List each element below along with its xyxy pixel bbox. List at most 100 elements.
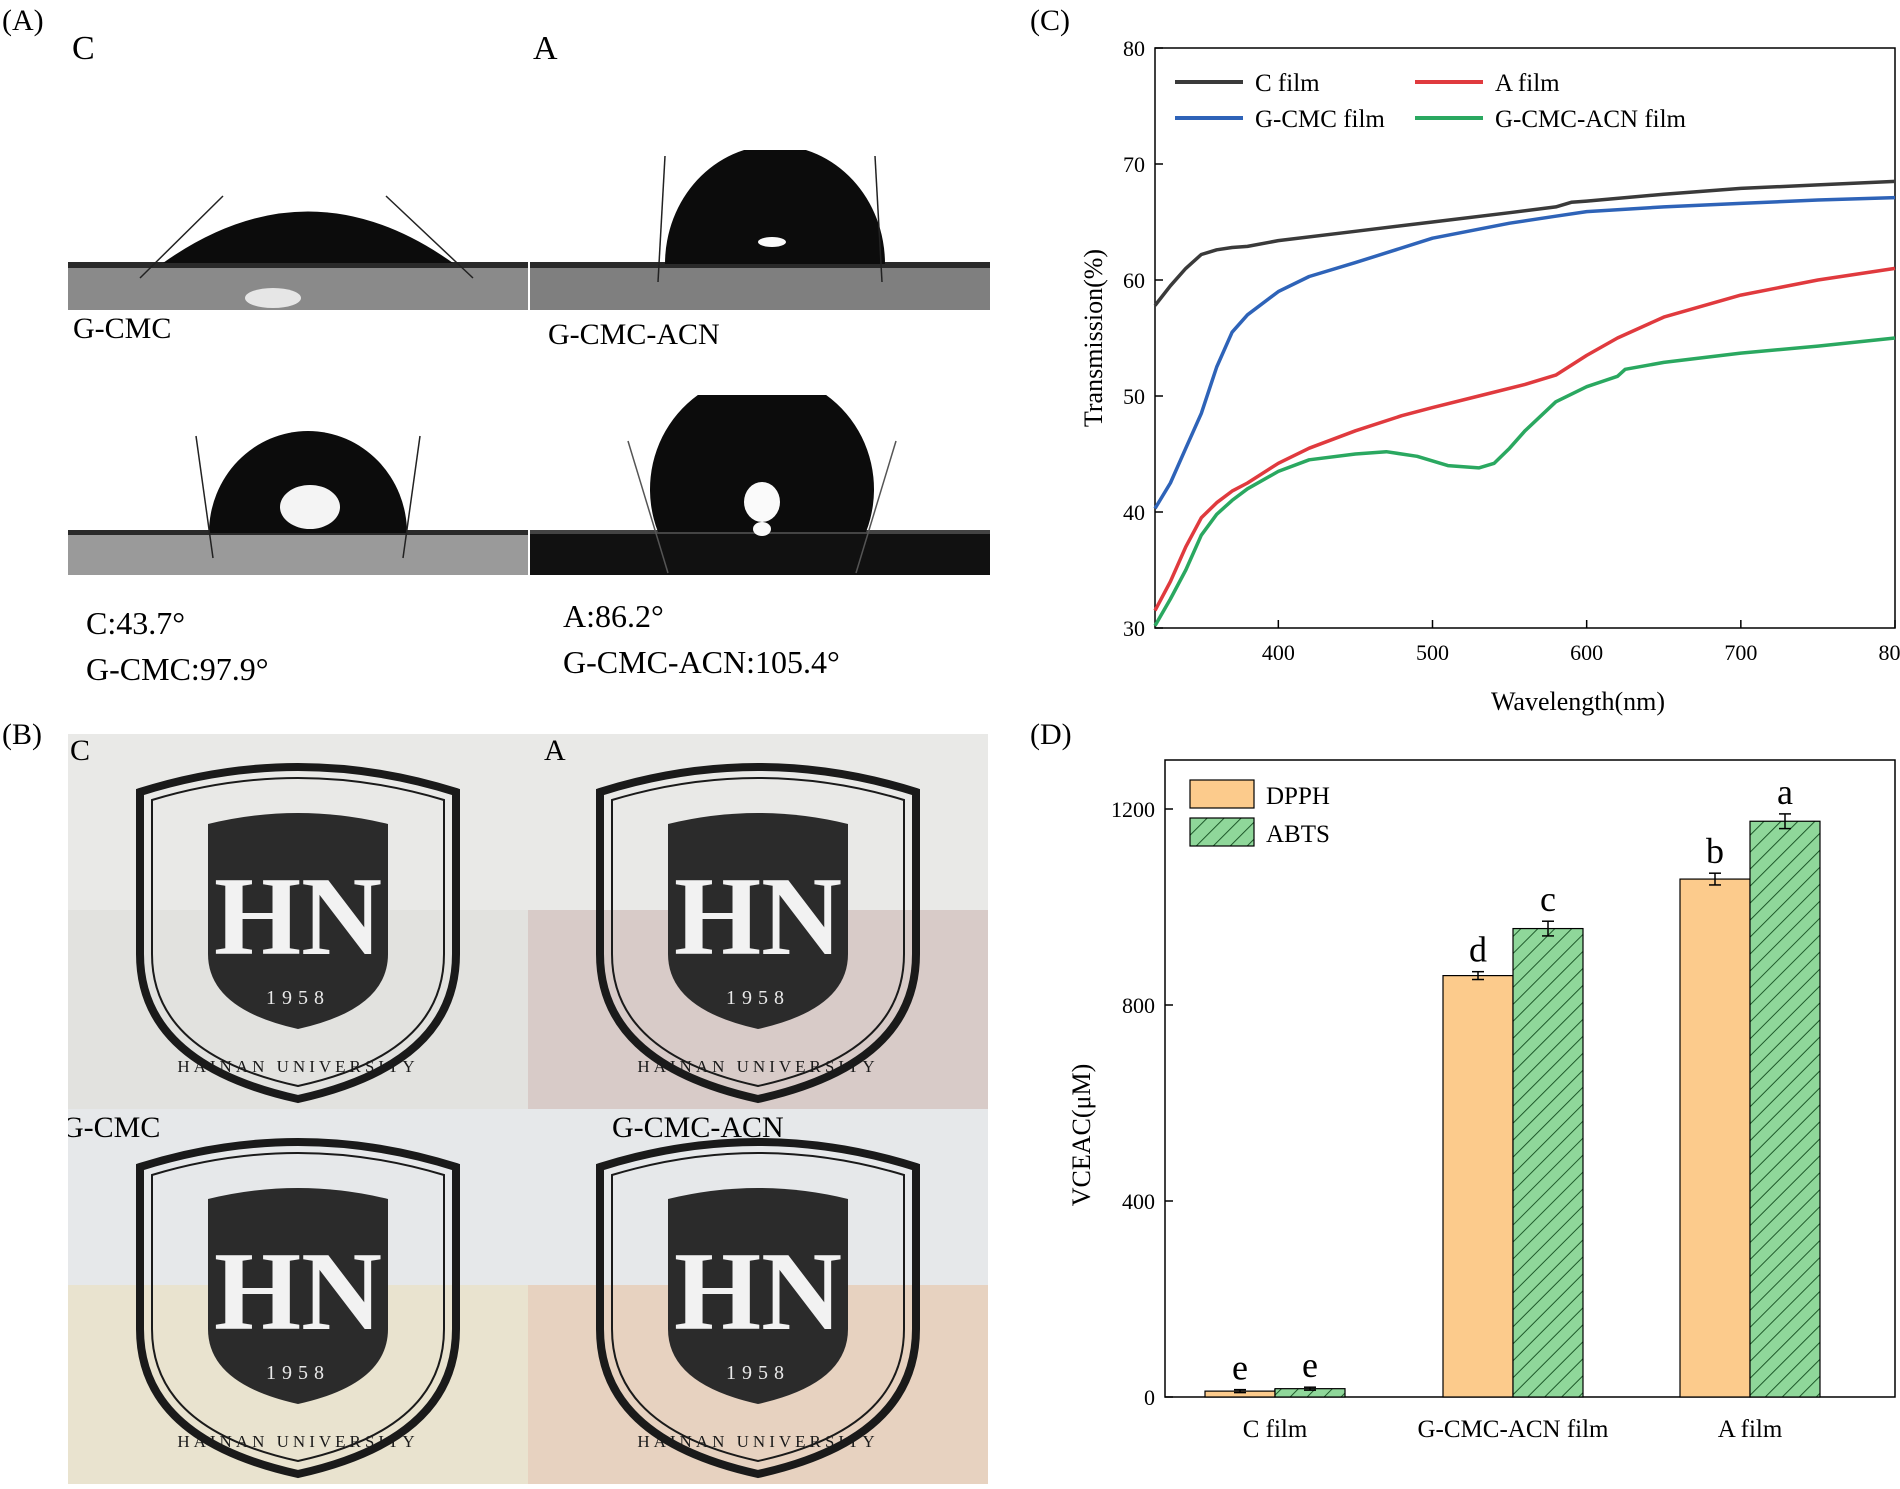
- university-logo: HN 1958 HAINAN UNIVERSITY: [596, 1138, 920, 1479]
- significance-letter: b: [1706, 831, 1724, 871]
- tangent-line: [139, 195, 224, 279]
- x-tick-label: 800: [1879, 640, 1900, 665]
- photo-label-g-cmc: G-CMC: [68, 1111, 161, 1144]
- droplet-photo-c: [68, 195, 528, 310]
- university-logo: HN 1958 HAINAN UNIVERSITY: [136, 1138, 460, 1479]
- legend-label: DPPH: [1266, 783, 1330, 810]
- caption-g-cmc: G-CMC: [73, 312, 172, 345]
- x-axis-label: Wavelength(nm): [1491, 687, 1665, 716]
- reflection: [753, 522, 771, 536]
- university-logo: HN 1958 HAINAN UNIVERSITY: [136, 763, 460, 1104]
- droplet-photo-a: [530, 150, 990, 310]
- legend-label: G-CMC film: [1255, 106, 1385, 133]
- logo-photo-c: HN 1958 HAINAN UNIVERSITY C: [68, 734, 528, 1109]
- substrate: [68, 262, 528, 310]
- substrate-edge: [530, 262, 990, 268]
- logo-initials: HN: [674, 855, 842, 979]
- logo-name: HAINAN UNIVERSITY: [637, 1057, 878, 1076]
- angle-values-left: C:43.7° G-CMC:97.9°: [86, 600, 269, 692]
- photo-letter-c: C: [72, 30, 95, 67]
- angle-g-cmc: G-CMC:97.9°: [86, 651, 269, 687]
- y-tick-label: 60: [1123, 268, 1145, 293]
- vceac-bar-chart: 0 400 800 1200 C film G-CMC-ACN film A film e e…: [1067, 759, 1896, 1443]
- tangent-line: [195, 435, 214, 559]
- y-tick-label: 40: [1123, 500, 1145, 525]
- logo-name: HAINAN UNIVERSITY: [177, 1432, 418, 1451]
- bar-abts: [1749, 820, 1821, 1398]
- y-tick-label: 50: [1123, 384, 1145, 409]
- reflection: [245, 288, 301, 308]
- significance-letter: d: [1469, 930, 1487, 970]
- shield-inner-line: [151, 777, 445, 1088]
- significance-letter: a: [1777, 772, 1793, 812]
- logo-photo-g-cmc: HN 1958 HAINAN UNIVERSITY G-CMC: [68, 1109, 528, 1484]
- shield-center: [208, 813, 388, 1029]
- panel-b-label: (B): [2, 718, 42, 751]
- droplet-photo-g-cmc: [68, 431, 528, 575]
- logo-photo-a: HN 1958 HAINAN UNIVERSITY A: [528, 734, 988, 1109]
- angle-g-cmc-acn: G-CMC-ACN:105.4°: [563, 644, 840, 680]
- logo-photo-g-cmc-acn: HN 1958 HAINAN UNIVERSITY G-CMC-ACN: [528, 1109, 988, 1484]
- y-axis-label: Transmission(%): [1079, 249, 1108, 427]
- droplet: [163, 211, 453, 263]
- shield-center: [668, 1188, 848, 1404]
- x-tick-label: A film: [1718, 1416, 1783, 1443]
- legend-label: ABTS: [1266, 821, 1330, 848]
- substrate: [530, 530, 990, 575]
- photo-label-g-cmc-acn: G-CMC-ACN: [612, 1111, 784, 1144]
- y-tick-label: 30: [1123, 616, 1145, 641]
- tangent-line: [627, 440, 669, 574]
- tangent-line: [855, 440, 897, 574]
- panel-b: HN 1958 HAINAN UNIVERSITY C HN 1958 HAIN…: [68, 734, 988, 1484]
- logo-initials: HN: [214, 855, 382, 979]
- logo-year: 1958: [266, 987, 330, 1009]
- legend-swatch: [1189, 817, 1255, 847]
- angle-values-right: A:86.2° G-CMC-ACN:105.4°: [563, 593, 840, 685]
- bar-abts: [1512, 927, 1584, 1398]
- y-tick-label: 1200: [1111, 797, 1155, 822]
- plot-frame: [1154, 47, 1896, 629]
- shield-outline: [136, 763, 460, 1104]
- series-line-g-cmc-acn-film: [1153, 336, 1896, 627]
- y-tick-label: 400: [1122, 1189, 1155, 1214]
- x-tick-label: 600: [1570, 640, 1603, 665]
- logo-initials: HN: [214, 1230, 382, 1354]
- legend-label: G-CMC-ACN film: [1495, 106, 1687, 133]
- tangent-line: [657, 155, 666, 283]
- y-axis-label: VCEAC(μM): [1067, 1064, 1096, 1207]
- reflection: [744, 482, 780, 522]
- photo-label-c: C: [70, 734, 91, 767]
- angle-a: A:86.2°: [563, 598, 664, 634]
- bar-dpph: [1442, 975, 1514, 1398]
- shield-outline: [596, 763, 920, 1104]
- significance-letter: c: [1540, 879, 1556, 919]
- x-tick-label: G-CMC-ACN film: [1418, 1416, 1610, 1443]
- panel-a-label: (A): [2, 4, 44, 37]
- logo-year: 1958: [726, 1362, 790, 1384]
- y-tick-label: 800: [1122, 993, 1155, 1018]
- tangent-line: [385, 195, 474, 279]
- shield-center: [208, 1188, 388, 1404]
- panel-c-label: (C): [1030, 4, 1070, 37]
- shield-inner-line: [611, 777, 905, 1088]
- series-line-g-cmc-film: [1153, 195, 1896, 510]
- reflection: [758, 237, 786, 247]
- legend-label: C film: [1255, 70, 1320, 97]
- x-tick-label: 500: [1416, 640, 1449, 665]
- tangent-line: [874, 155, 883, 283]
- reflection: [280, 485, 340, 529]
- x-tick-label: C film: [1243, 1416, 1308, 1443]
- shield-inner-line: [611, 1152, 905, 1463]
- panel-d-label: (D): [1030, 718, 1072, 751]
- shield-center: [668, 813, 848, 1029]
- significance-letter: e: [1232, 1348, 1248, 1388]
- shield-outline: [136, 1138, 460, 1479]
- photo-letter-a: A: [533, 30, 558, 67]
- y-tick-label: 0: [1144, 1385, 1155, 1410]
- substrate-edge: [68, 262, 528, 268]
- substrate: [530, 262, 990, 310]
- x-tick-label: 700: [1724, 640, 1757, 665]
- shield-inner-line: [151, 1152, 445, 1463]
- droplet-photo-g-cmc-acn: [530, 395, 990, 575]
- series-line-a-film: [1153, 266, 1896, 612]
